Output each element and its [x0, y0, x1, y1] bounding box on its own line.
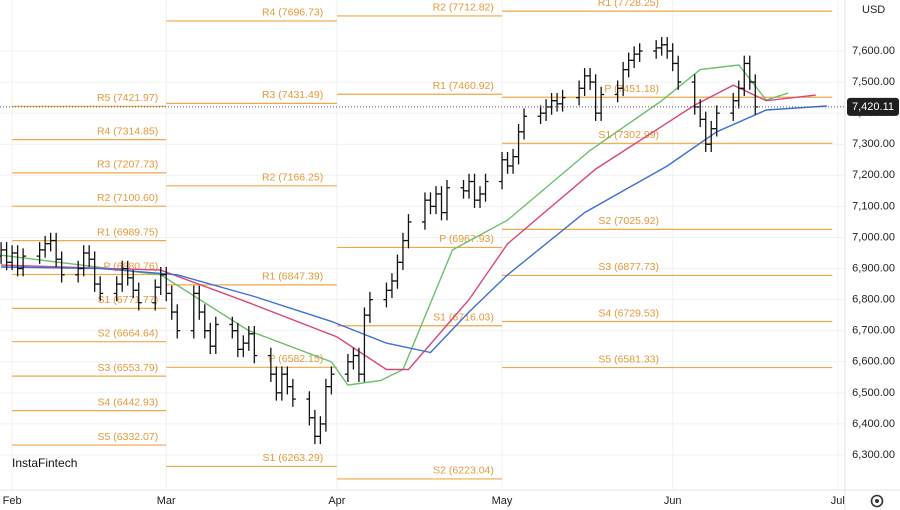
pivot-label: R1 (6847.39) — [262, 271, 323, 283]
moving-average-line — [1, 84, 816, 371]
pivot-label: S1 (7302.99) — [598, 129, 659, 141]
pivot-label: R2 (7100.60) — [97, 192, 158, 204]
y-tick-label: 7,100.00 — [852, 200, 895, 212]
y-tick-label: 7,000.00 — [852, 231, 895, 243]
moving-average-line — [1, 64, 789, 386]
pivot-label: P (6967.93) — [439, 233, 494, 245]
x-tick-label: Mar — [157, 495, 176, 507]
x-tick-label: May — [492, 495, 513, 507]
moving-averages — [1, 64, 827, 386]
moving-average-line — [1, 105, 827, 354]
y-tick-label: 6,700.00 — [852, 325, 895, 337]
pivot-label: S5 (6332.07) — [98, 431, 159, 443]
pivot-label: S2 (6664.64) — [98, 327, 159, 339]
pivot-label: S5 (6581.33) — [598, 353, 659, 365]
pivot-label: R3 (7207.73) — [97, 159, 158, 171]
pivot-label: R4 (7314.85) — [97, 125, 158, 137]
pivot-label: R1 (7728.25) — [598, 0, 659, 9]
pivot-label: P (6582.15) — [269, 353, 324, 365]
settings-gear-center[interactable] — [875, 499, 879, 503]
pivot-label: P (7451.18) — [604, 83, 659, 95]
pivot-label: S2 (7025.92) — [598, 215, 659, 227]
pivot-label: R5 (7421.97) — [97, 92, 158, 104]
pivot-label: R2 (7166.25) — [262, 172, 323, 184]
y-tick-label: 6,500.00 — [852, 387, 895, 399]
pivot-label: R4 (7696.73) — [262, 7, 323, 19]
price-bars — [0, 37, 759, 445]
last-price-label: 7,420.11 — [852, 101, 894, 113]
x-tick-label: Jun — [664, 495, 682, 507]
settings-icon[interactable] — [870, 494, 884, 508]
y-tick-label: 7,600.00 — [852, 45, 895, 57]
pivot-label: R1 (6989.75) — [97, 226, 158, 238]
currency-label: USD — [862, 4, 885, 16]
watermark: InstaFintech — [12, 456, 77, 470]
y-tick-label: 6,400.00 — [852, 418, 895, 430]
pivot-label: S2 (6223.04) — [433, 465, 494, 477]
last-price-box — [847, 97, 899, 116]
x-tick-label: Apr — [328, 495, 345, 507]
pivot-label: R3 (7431.49) — [262, 89, 323, 101]
y-tick-label: 7,200.00 — [852, 169, 895, 181]
x-tick-label: Feb — [3, 495, 22, 507]
pivot-label: S4 (6442.93) — [98, 396, 159, 408]
pivot-label: R2 (7712.82) — [433, 2, 494, 14]
x-tick-label: Jul — [831, 495, 845, 507]
pivot-label: S1 (6771.77) — [98, 294, 159, 306]
settings-gear[interactable] — [870, 494, 884, 508]
y-tick-label: 7,300.00 — [852, 138, 895, 150]
pivot-label: S3 (6553.79) — [98, 362, 159, 374]
pivot-label: R1 (7460.92) — [433, 80, 494, 92]
y-tick-label: 7,500.00 — [852, 76, 895, 88]
y-tick-label: 6,600.00 — [852, 356, 895, 368]
pivot-label: S1 (6263.29) — [263, 452, 324, 464]
y-tick-label: 6,900.00 — [852, 262, 895, 274]
pivot-label: S4 (6729.53) — [598, 307, 659, 319]
pivot-label: S3 (6877.73) — [598, 261, 659, 273]
y-tick-label: 6,300.00 — [852, 449, 895, 461]
y-tick-label: 6,800.00 — [852, 294, 895, 306]
